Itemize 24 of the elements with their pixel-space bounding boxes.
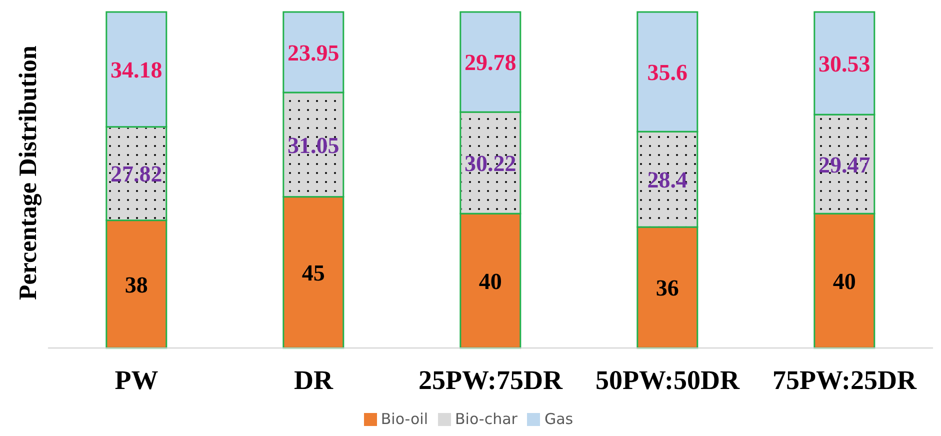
data-label: 29.47	[818, 152, 870, 178]
x-tick-label: PW	[114, 365, 158, 396]
data-label: 31.05	[288, 132, 340, 158]
data-label: 29.78	[464, 50, 516, 76]
data-label: 30.22	[464, 150, 516, 176]
data-label: 45	[302, 260, 325, 286]
legend-label: Bio-oil	[380, 410, 428, 428]
x-tick-label: 25PW:75DR	[418, 365, 563, 396]
data-label: 38	[124, 272, 148, 298]
y-axis-title: Percentage Distribution	[14, 46, 42, 300]
legend-label: Bio-char	[455, 410, 518, 428]
data-label: 34.18	[110, 58, 162, 83]
data-label: 35.6	[647, 60, 688, 85]
data-label: 23.95	[288, 40, 340, 66]
data-label: 40	[478, 268, 502, 294]
x-tick-label: DR	[294, 365, 334, 396]
data-label: 28.4	[647, 167, 688, 192]
x-tick-label: 50PW:50DR	[596, 365, 740, 396]
legend-label: Gas	[544, 410, 574, 428]
data-label: 40	[832, 268, 856, 294]
data-label: 30.53	[818, 51, 870, 76]
data-label: 36	[656, 276, 679, 301]
data-label: 27.82	[110, 162, 162, 187]
x-tick-label: 75PW:25DR	[772, 365, 917, 396]
